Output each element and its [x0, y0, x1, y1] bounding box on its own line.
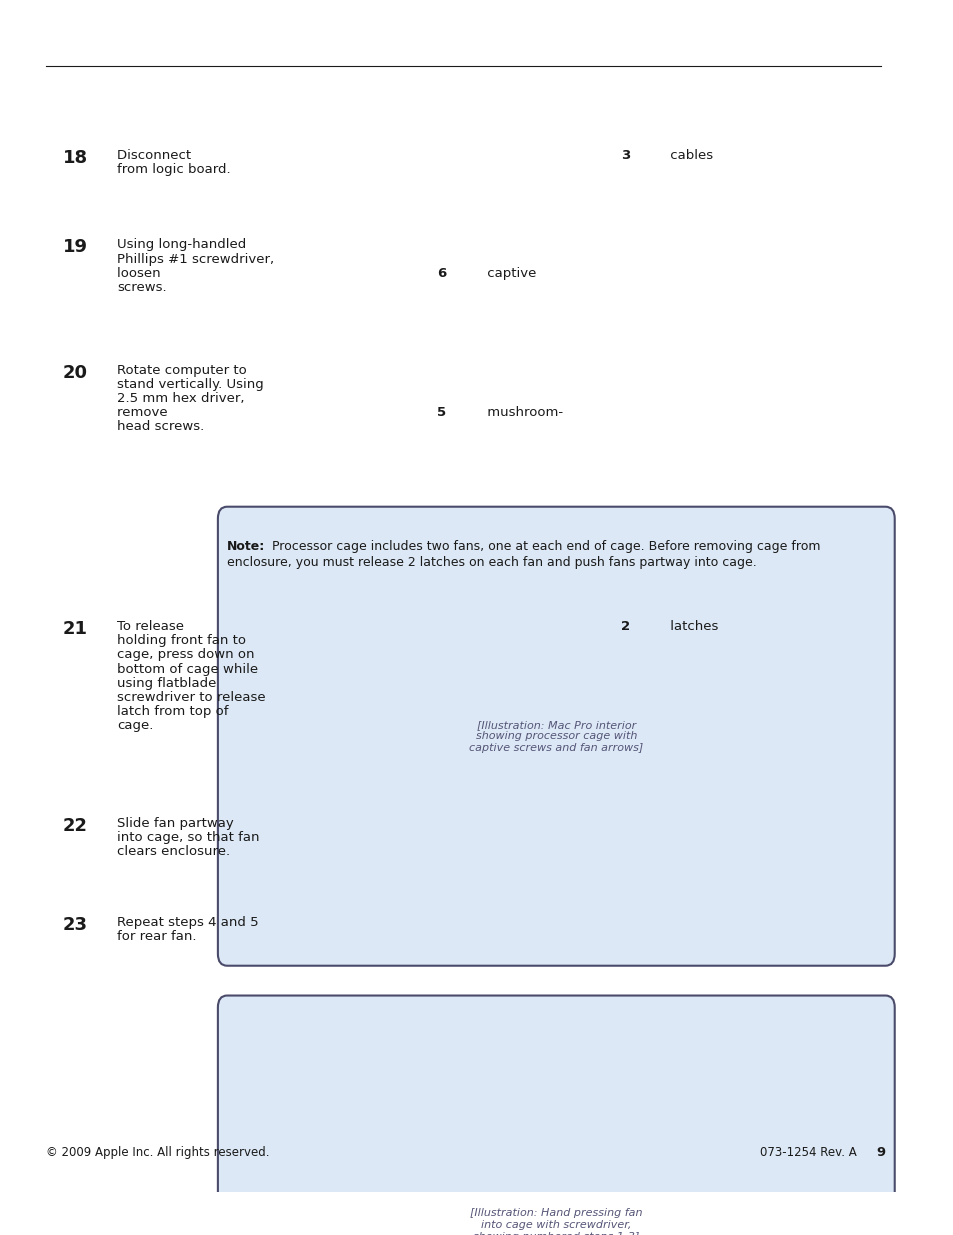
Text: cage.: cage. [116, 720, 153, 732]
Text: Disconnect: Disconnect [116, 149, 195, 162]
Text: 073-1254 Rev. A: 073-1254 Rev. A [760, 1146, 856, 1158]
Text: 6: 6 [437, 267, 446, 280]
Text: 9: 9 [875, 1146, 884, 1158]
Text: 3: 3 [620, 149, 629, 162]
Text: [Illustration: Hand pressing fan
into cage with screwdriver,
showing numbered st: [Illustration: Hand pressing fan into ca… [470, 1208, 642, 1235]
FancyBboxPatch shape [217, 506, 894, 966]
Text: cage, press down on: cage, press down on [116, 648, 254, 662]
Text: enclosure, you must release 2 latches on each fan and push fans partway into cag: enclosure, you must release 2 latches on… [227, 556, 756, 568]
Text: clears enclosure.: clears enclosure. [116, 845, 230, 858]
Text: 22: 22 [63, 816, 88, 835]
Text: 2.5 mm hex driver,: 2.5 mm hex driver, [116, 391, 244, 405]
Text: 5: 5 [437, 406, 446, 419]
Text: To release: To release [116, 620, 188, 634]
Text: head screws.: head screws. [116, 420, 204, 433]
Text: 21: 21 [63, 620, 88, 638]
Text: screwdriver to release: screwdriver to release [116, 692, 265, 704]
Text: [Illustration: Mac Pro interior
showing processor cage with
captive screws and f: [Illustration: Mac Pro interior showing … [469, 720, 642, 753]
Text: for rear fan.: for rear fan. [116, 930, 196, 942]
Text: 23: 23 [63, 915, 88, 934]
Text: cables: cables [666, 149, 713, 162]
Text: into cage, so that fan: into cage, so that fan [116, 831, 259, 844]
Text: loosen: loosen [116, 267, 165, 280]
Text: Slide fan partway: Slide fan partway [116, 816, 233, 830]
Text: using flatblade: using flatblade [116, 677, 216, 690]
Text: captive: captive [483, 267, 536, 280]
Text: © 2009 Apple Inc. All rights reserved.: © 2009 Apple Inc. All rights reserved. [47, 1146, 270, 1158]
Text: 18: 18 [63, 149, 88, 167]
Text: Processor cage includes two fans, one at each end of cage. Before removing cage : Processor cage includes two fans, one at… [268, 540, 820, 553]
Text: 2: 2 [620, 620, 629, 634]
Text: stand vertically. Using: stand vertically. Using [116, 378, 263, 390]
Text: latches: latches [666, 620, 718, 634]
Text: 19: 19 [63, 238, 88, 257]
Text: Note:: Note: [227, 540, 265, 553]
Text: from logic board.: from logic board. [116, 163, 231, 177]
Text: Phillips #1 screwdriver,: Phillips #1 screwdriver, [116, 253, 274, 266]
Text: Repeat steps 4 and 5: Repeat steps 4 and 5 [116, 915, 258, 929]
Text: mushroom-: mushroom- [483, 406, 563, 419]
Text: remove: remove [116, 406, 172, 419]
FancyBboxPatch shape [217, 995, 894, 1235]
Text: Using long-handled: Using long-handled [116, 238, 246, 252]
Text: holding front fan to: holding front fan to [116, 635, 246, 647]
Text: 20: 20 [63, 363, 88, 382]
Text: bottom of cage while: bottom of cage while [116, 663, 257, 676]
Text: screws.: screws. [116, 282, 166, 294]
Text: latch from top of: latch from top of [116, 705, 228, 719]
Text: Rotate computer to: Rotate computer to [116, 363, 246, 377]
